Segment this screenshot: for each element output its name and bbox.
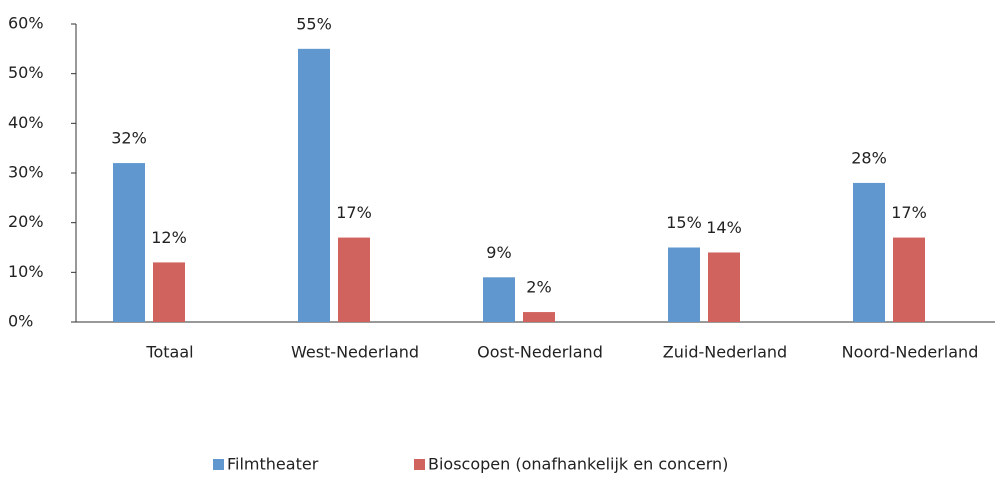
bar xyxy=(338,237,370,322)
y-tick-label: 30% xyxy=(8,163,44,182)
y-tick-label: 10% xyxy=(8,262,44,281)
x-tick-label: Totaal xyxy=(145,343,193,362)
data-label: 12% xyxy=(151,228,187,247)
data-label: 55% xyxy=(296,14,332,33)
bar xyxy=(893,237,925,322)
bar xyxy=(853,182,885,322)
data-label: 14% xyxy=(706,218,742,237)
data-label: 32% xyxy=(111,129,147,148)
bar xyxy=(708,252,740,322)
x-tick-label: West-Nederland xyxy=(291,343,419,362)
y-tick-label: 60% xyxy=(8,14,44,33)
data-label: 9% xyxy=(486,243,511,262)
x-tick-label: Oost-Nederland xyxy=(477,343,603,362)
legend-label: Filmtheater xyxy=(227,455,319,474)
y-tick-label: 20% xyxy=(8,212,44,231)
y-tick-label: 40% xyxy=(8,113,44,132)
bar xyxy=(113,163,145,322)
data-label: 28% xyxy=(851,148,887,167)
x-tick-label: Zuid-Nederland xyxy=(663,343,787,362)
bar xyxy=(298,48,330,322)
legend-swatch xyxy=(213,459,224,470)
y-tick-label: 0% xyxy=(8,312,33,331)
bar xyxy=(153,262,185,322)
data-label: 15% xyxy=(666,213,702,232)
legend-label: Bioscopen (onafhankelijk en concern) xyxy=(428,455,728,474)
bar xyxy=(523,312,555,322)
bar xyxy=(668,247,700,322)
data-label: 17% xyxy=(891,203,927,222)
legend-swatch xyxy=(414,459,425,470)
y-tick-label: 50% xyxy=(8,63,44,82)
bar xyxy=(483,277,515,322)
x-tick-label: Noord-Nederland xyxy=(842,343,979,362)
data-label: 2% xyxy=(526,278,551,297)
data-label: 17% xyxy=(336,203,372,222)
